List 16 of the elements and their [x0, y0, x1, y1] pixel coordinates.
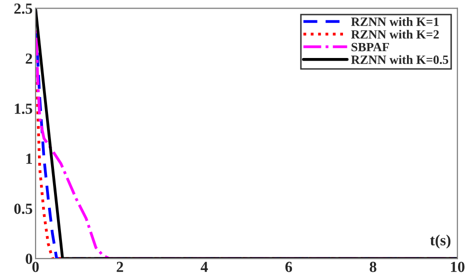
x-tick-label: 8 [370, 262, 376, 272]
y-tick-label: 2 [26, 54, 32, 64]
legend-label: RZNN with K=1 [351, 17, 439, 26]
x-tick-label: 4 [200, 262, 208, 272]
y-tick-label: 0.5 [14, 204, 32, 214]
annotation: t(s) [430, 234, 450, 249]
y-tick-label: 2.5 [14, 4, 32, 14]
legend-label: SBPAF [352, 42, 389, 52]
legend-label: RZNN with K=2 [351, 30, 439, 39]
x-tick-label: 6 [285, 262, 292, 272]
y-tick-label: 1.5 [14, 104, 32, 114]
y-tick-label: 0 [26, 254, 32, 264]
y-tick-label: 1 [26, 154, 32, 164]
x-tick-label: 2 [116, 262, 124, 272]
x-tick-label: 10 [450, 262, 464, 272]
legend-label: RZNN with K=0.5 [351, 55, 448, 64]
